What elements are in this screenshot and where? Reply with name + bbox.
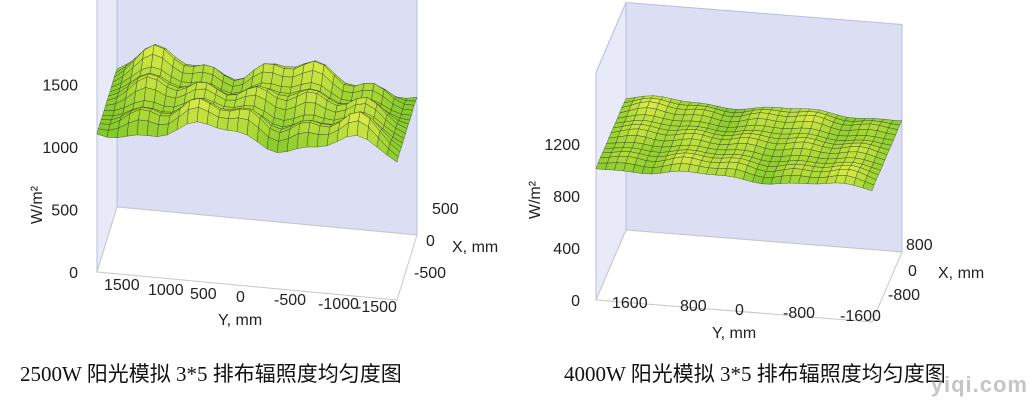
z-tick-label: 1200 [544,137,580,154]
surface-cell [99,119,112,125]
floor-plane [96,206,418,301]
y-tick-label: -1500 [356,299,397,316]
surface-cell [158,115,171,125]
surface-mesh [595,95,903,192]
x-tick-label: 0 [908,263,917,280]
surface-cell [346,120,359,137]
surface-cell [595,162,608,170]
surface-cell [318,125,331,136]
y-axis-label: Y, mm [712,325,756,342]
x-tick-label: -500 [414,265,446,282]
z-tick-label: 0 [69,265,78,282]
surface-cell [182,65,195,74]
x-tick-label: 800 [906,237,933,254]
surface-cell [604,142,617,149]
surface-cell [216,116,229,131]
surface-plot-4000w: 0 400 800 1200 800 0 -800 1600 800 0 -800 -1600 W/m²… [527,1,984,342]
surface-plot-2500w: 0 500 1000 1500 500 0 -500 1500 1000 500 0 -500 -100… [29,0,498,329]
surface-cell [296,132,309,149]
y-tick-label: -1000 [318,296,359,313]
y-axis-label: Y, mm [218,312,262,329]
surface-cell [186,107,199,125]
y-tick-label: -1600 [840,308,881,325]
surface-cell [191,71,203,83]
surface-cell [193,88,206,100]
surface-cell [223,99,236,108]
surface-cell [159,112,172,117]
y-tick-label: -800 [783,305,815,322]
surface-mesh [96,44,418,163]
watermark: yiqi.com [930,372,1028,397]
y-tick-label: 800 [680,298,707,315]
surface-cell [316,134,329,148]
x-axis-label: X, mm [452,239,498,256]
surface-cell [243,94,256,107]
z-tick-label: 1500 [42,78,78,95]
z-axis-label: W/m² [29,185,46,224]
y-tick-label: -500 [274,292,306,309]
surface-cell [136,119,149,136]
surface-cell [138,109,151,122]
z-axis-label: W/m² [527,180,544,219]
chart-panel-4000w: 0 400 800 1200 800 0 -800 1600 800 0 -800 -1600 W/m²… [516,0,1032,400]
x-tick-label: -800 [888,287,920,304]
surface-cell [282,68,295,78]
surface-cell [303,102,316,116]
surface-cell [262,63,275,74]
surface-cell [281,76,293,88]
y-tick-label: 1000 [148,282,184,299]
surface-cell [298,122,311,134]
z-tick-label: 0 [571,293,580,310]
chart-panel-2500w: 0 500 1000 1500 500 0 -500 1500 1000 500 0 -500 -100… [20,0,498,386]
y-tick-label: 1600 [612,295,648,312]
surface-cell [302,114,315,122]
surface-cell [96,128,109,138]
surface-cell [261,71,273,84]
surface-cell [306,132,319,148]
surface-cell [195,82,208,90]
surface-cell [225,94,238,101]
z-tick-label: 500 [51,203,78,220]
z-tick-label: 400 [553,241,580,258]
surface-cell [156,123,169,137]
surface-cell [305,91,318,104]
x-axis-label: X, mm [938,265,984,282]
surface-cell [362,83,375,91]
x-tick-label: 0 [426,233,435,250]
surface-cell [226,117,239,132]
chart-caption-4000w: 4000W 阳光模拟 3*5 排布辐照度均匀度图 [564,362,946,386]
y-tick-label: 0 [735,302,744,319]
x-tick-label: 500 [432,201,459,218]
chart-caption-2500w: 2500W 阳光模拟 3*5 排布辐照度均匀度图 [20,362,402,386]
floor-plane [595,229,903,323]
surface-cell [143,87,156,103]
surface-cell [181,72,193,83]
y-tick-label: 1500 [104,277,140,294]
surface-cell [162,105,175,113]
z-tick-label: 1000 [42,140,78,157]
y-tick-label: 500 [190,286,217,303]
z-tick-label: 800 [553,189,580,206]
y-tick-label: 0 [236,289,245,306]
